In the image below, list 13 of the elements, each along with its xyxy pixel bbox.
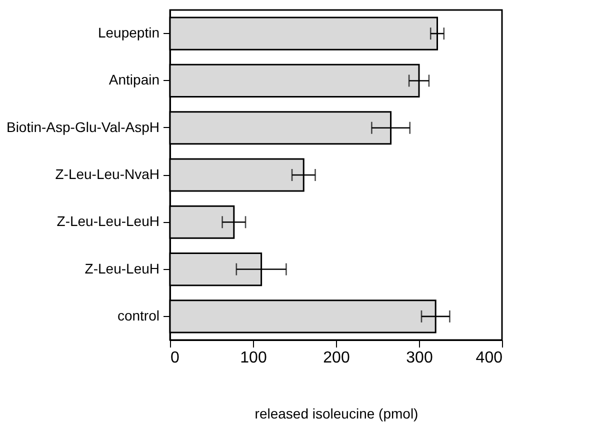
- y-tick-label: Leupeptin: [98, 24, 160, 41]
- x-tick-label: 300: [406, 350, 433, 366]
- y-tick-label: Biotin-Asp-Glu-Val-AspH: [6, 118, 160, 135]
- y-tick-label: Z-Leu-LeuH: [84, 260, 160, 276]
- x-tick-label: 100: [240, 350, 267, 366]
- y-tick-label: control: [117, 307, 160, 324]
- x-tick-label: 0: [170, 350, 180, 366]
- x-axis-title: released isoleucine (pmol): [254, 406, 418, 422]
- y-tick-label: Z-Leu-Leu-LeuH: [56, 213, 160, 230]
- x-tick-label: 400: [476, 350, 503, 366]
- y-tick-label: Antipain: [108, 72, 160, 88]
- y-tick-label: Z-Leu-Leu-NvaH: [55, 166, 160, 182]
- x-tick-label: 200: [323, 350, 350, 366]
